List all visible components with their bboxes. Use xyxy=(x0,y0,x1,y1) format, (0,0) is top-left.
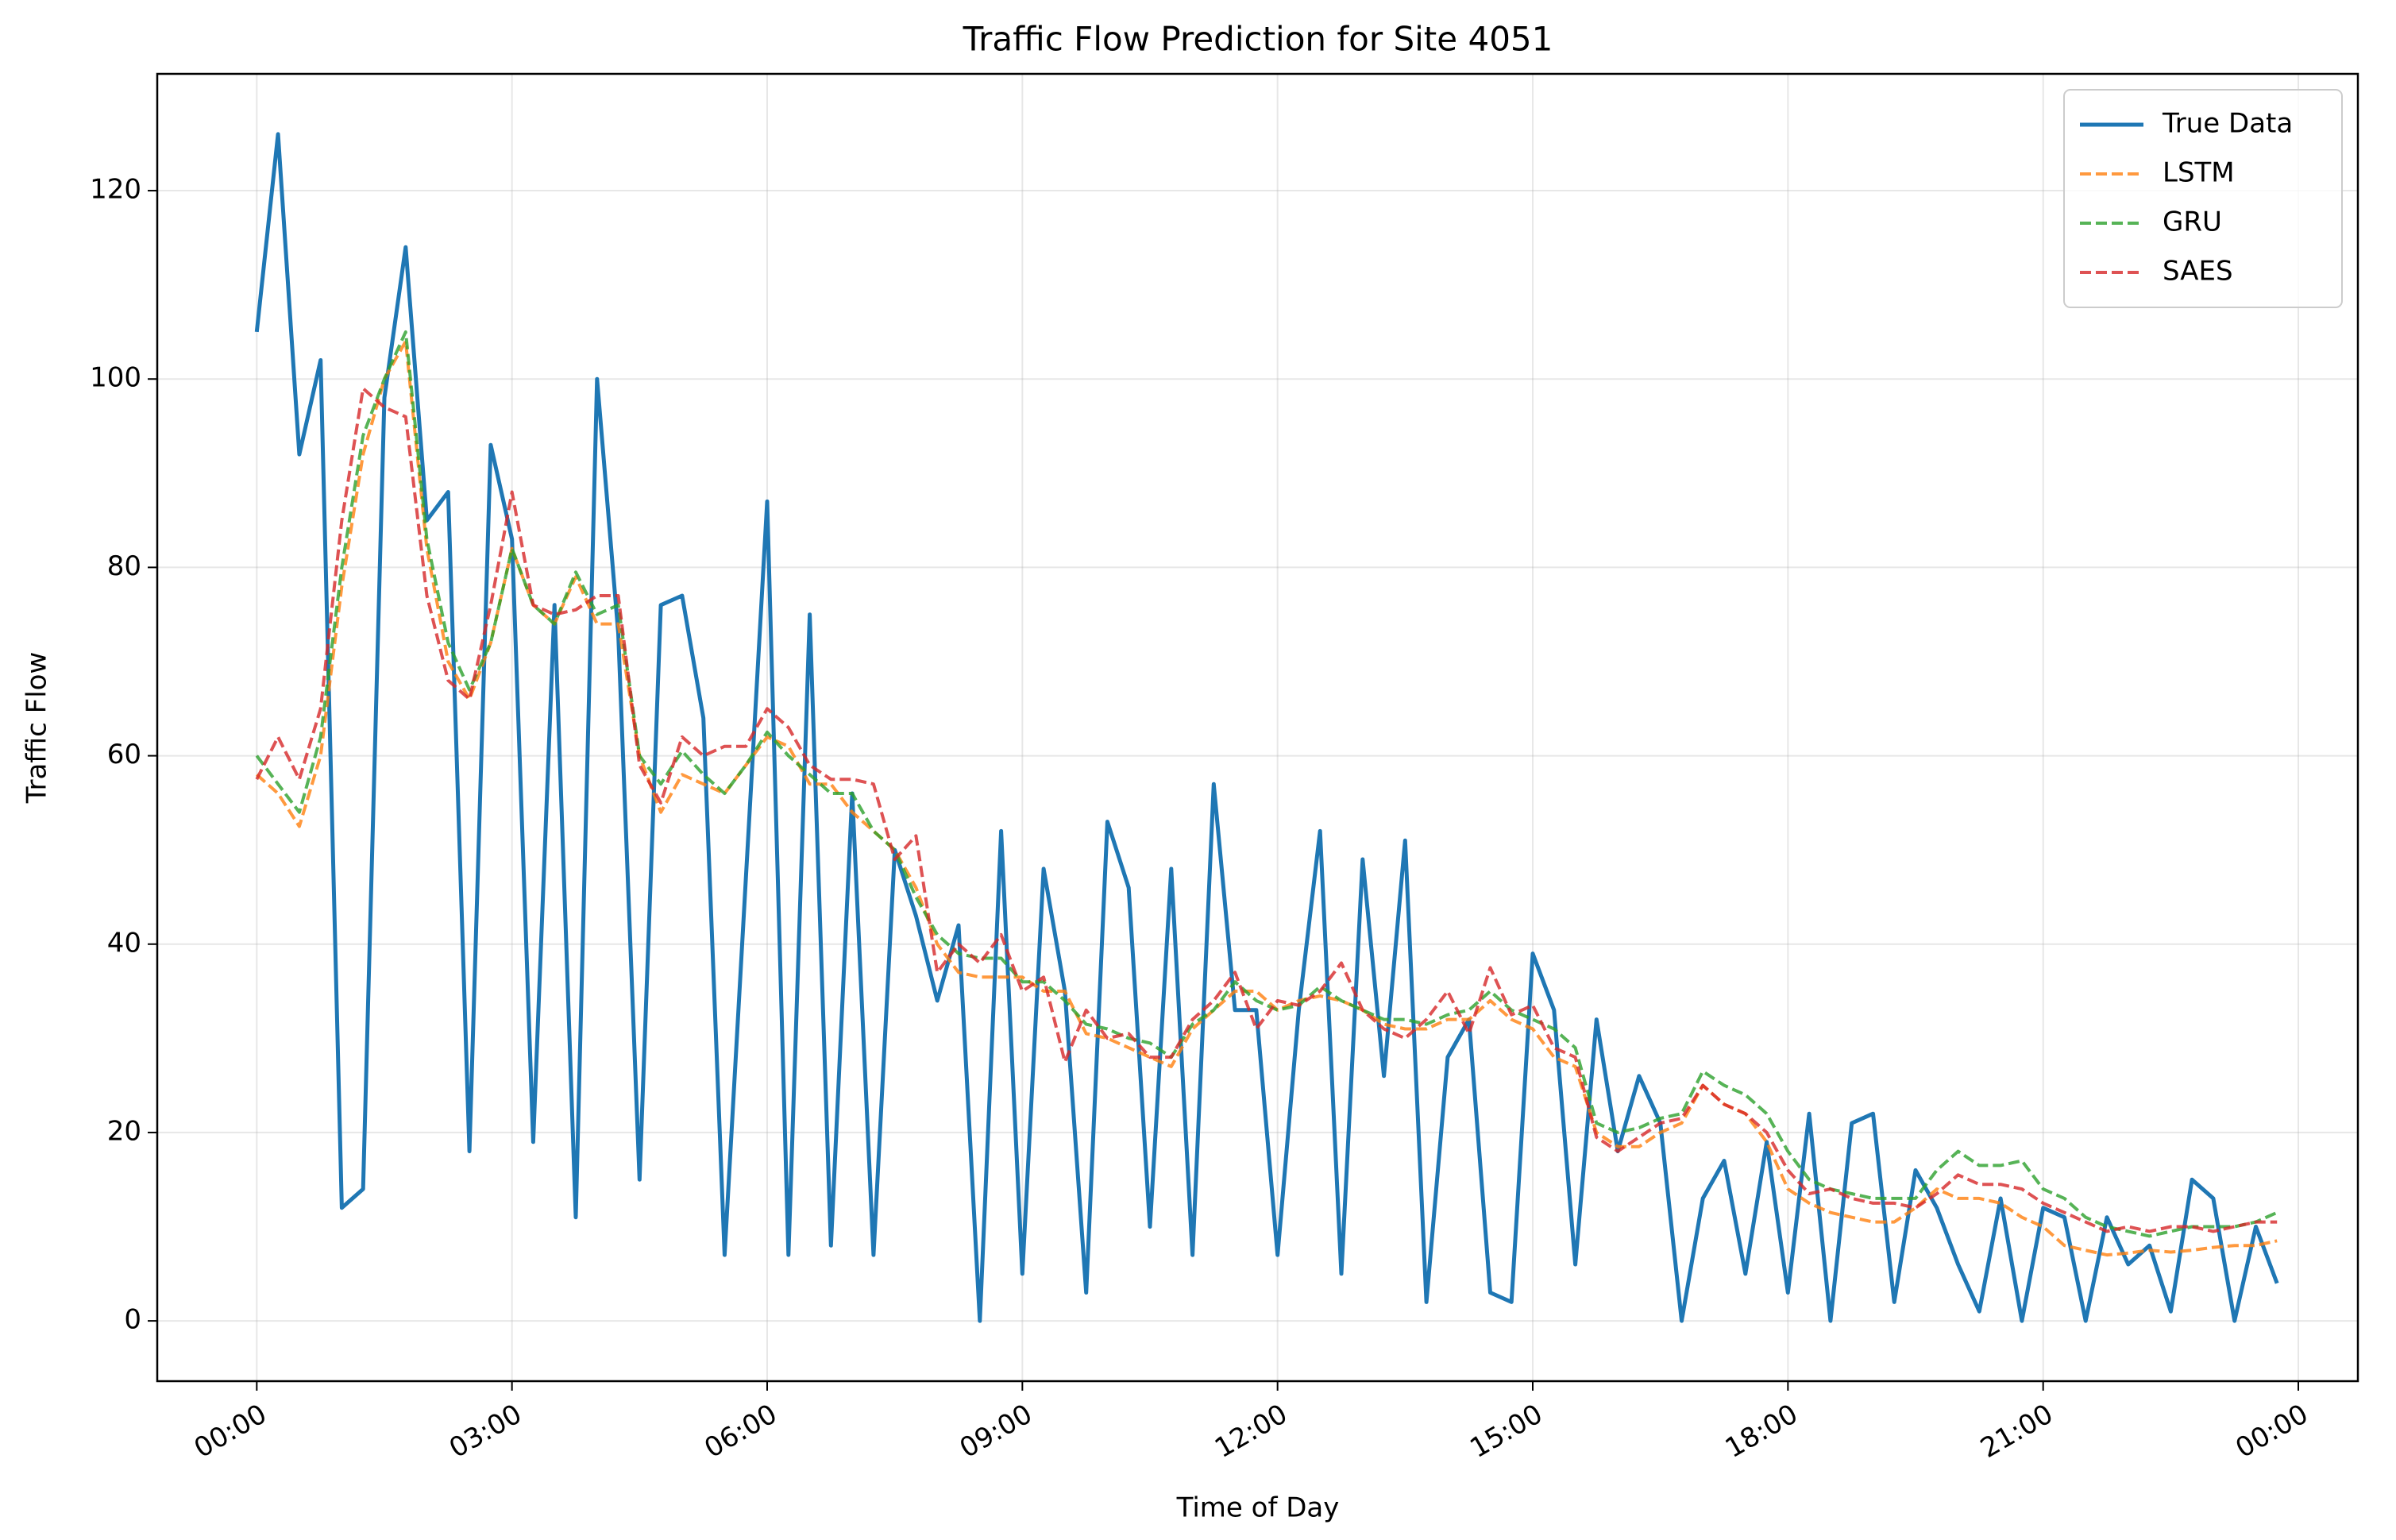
chart-title: Traffic Flow Prediction for Site 4051 xyxy=(963,20,1553,59)
series-line xyxy=(255,339,2278,1257)
legend-label: GRU xyxy=(2163,206,2222,238)
legend: True Data LSTM GRU SAES xyxy=(2063,89,2343,308)
y-tick-label: 80 xyxy=(107,550,141,582)
y-tick-label: 20 xyxy=(107,1115,141,1147)
y-tick-label: 60 xyxy=(107,739,141,770)
legend-box xyxy=(2063,89,2343,308)
y-tick-label: 40 xyxy=(107,927,141,959)
series-line xyxy=(254,132,2279,1323)
y-axis-label: Traffic Flow xyxy=(21,652,53,805)
y-tick-label: 0 xyxy=(124,1304,141,1336)
legend-label: LSTM xyxy=(2163,157,2235,189)
x-axis-label: Time of Day xyxy=(1176,1492,1340,1524)
y-tick-label: 120 xyxy=(90,174,141,206)
legend-label: True Data xyxy=(2162,108,2293,140)
legend-label: SAES xyxy=(2163,256,2233,288)
y-tick-label: 100 xyxy=(90,362,141,394)
plot-frame xyxy=(156,72,2359,1383)
series-line xyxy=(255,387,2278,1233)
series-line xyxy=(255,330,2278,1238)
